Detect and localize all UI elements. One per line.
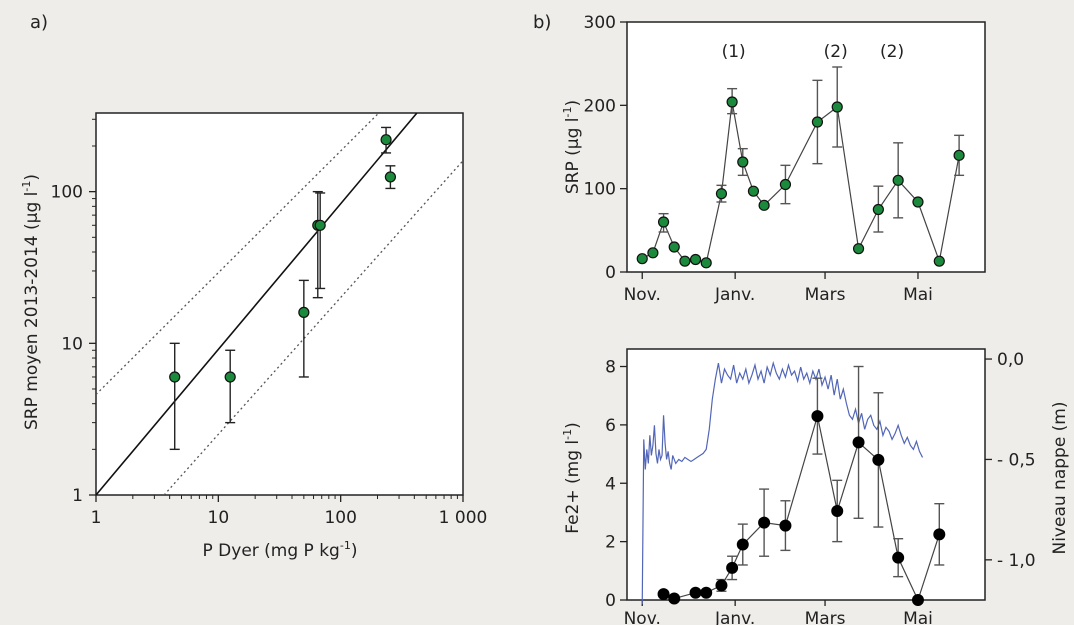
data-point <box>811 410 824 423</box>
panel-a-inner <box>96 113 463 495</box>
data-point <box>911 594 924 606</box>
data-point <box>715 188 728 200</box>
panel-b-ylabel: SRP (µg l-1) <box>561 100 583 194</box>
data-point <box>831 504 844 517</box>
x-tick-label: Nov. <box>624 285 661 305</box>
data-point <box>747 185 760 197</box>
data-point <box>892 551 905 564</box>
x-tick-label: Mars <box>805 609 846 625</box>
data-point <box>679 255 691 267</box>
data-point <box>689 253 702 266</box>
data-point <box>758 516 771 529</box>
x-tick-label: 1 000 <box>439 508 488 528</box>
y2-tick-label: - 0,5 <box>997 450 1036 470</box>
y-tick-label: 6 <box>605 416 616 436</box>
data-point <box>892 174 904 186</box>
data-point <box>852 436 865 449</box>
x-tick-label: Janv. <box>714 609 755 625</box>
data-point <box>298 306 310 318</box>
data-point <box>726 96 738 108</box>
data-point <box>314 219 326 231</box>
data-point <box>811 116 824 128</box>
data-point <box>726 561 739 574</box>
x-tick-label: 10 <box>208 508 230 528</box>
y-tick-label: 100 <box>51 183 83 203</box>
y-tick-label: 1 <box>72 486 83 506</box>
panel-a-ylabel: SRP moyen 2013-2014 (µg l-1) <box>20 174 42 430</box>
event-annotation: (2) <box>824 42 848 62</box>
data-point <box>736 538 749 551</box>
y-tick-label: 2 <box>605 533 616 553</box>
confidence-upper-line <box>96 113 380 395</box>
panel-b-frame <box>626 21 986 273</box>
y-tick-label: 4 <box>605 474 616 494</box>
x-tick-label: Mai <box>903 285 933 305</box>
data-point <box>779 519 792 532</box>
data-point <box>657 216 670 228</box>
data-point <box>647 247 659 259</box>
data-point <box>636 253 648 265</box>
x-tick-label: Nov. <box>624 609 661 625</box>
panel-c-ylabel: Fe2+ (mg l-1) <box>561 422 583 534</box>
data-point <box>657 588 670 601</box>
y-tick-label: 10 <box>61 334 83 354</box>
panel-a-xlabel: P Dyer (mg P kg-1) <box>203 539 358 561</box>
data-point <box>668 241 680 253</box>
y-tick-label: 8 <box>605 358 616 378</box>
x-tick-label: Mai <box>903 609 933 625</box>
data-point <box>689 586 702 599</box>
panel-b-srp-plot: 0 100 200 300 Nov. Janv. Mars Mai (1) (2) (2) <box>584 13 986 305</box>
panel-c-y2label: Niveau nappe (m) <box>1050 401 1070 554</box>
data-point <box>715 579 728 592</box>
data-point <box>700 586 713 599</box>
water-table-line <box>641 360 924 605</box>
data-point <box>169 371 181 383</box>
panel-a-label: a) <box>30 12 48 33</box>
panel-b-fe-plot: 0 2 4 6 8 0,0 - 0,5 - 1,0 Nov. Janv. Mars Mai <box>605 348 1036 625</box>
data-point <box>700 257 712 269</box>
panel-b-label: b) <box>533 12 551 33</box>
data-point <box>380 134 392 146</box>
y-tick-label: 100 <box>584 180 616 200</box>
y-tick-label: 0 <box>605 263 616 283</box>
x-tick-label: Mars <box>805 285 846 305</box>
y-tick-label: 0 <box>605 591 616 611</box>
y2-tick-label: - 1,0 <box>997 551 1036 571</box>
y-tick-label: 200 <box>584 96 616 116</box>
data-point <box>872 203 884 216</box>
data-point <box>953 149 965 161</box>
panel-a-frame <box>95 112 464 496</box>
panel-c-frame <box>626 348 986 601</box>
data-point <box>872 453 885 466</box>
regression-line <box>96 113 418 495</box>
x-tick-label: 1 <box>91 508 102 528</box>
data-point <box>758 199 770 211</box>
data-point <box>933 255 945 267</box>
y2-tick-label: 0,0 <box>997 350 1024 370</box>
data-point <box>831 101 843 113</box>
data-point <box>852 243 865 255</box>
data-point <box>912 196 924 208</box>
x-tick-label: Janv. <box>714 285 755 305</box>
panel-a-plot: 1 10 100 1 000 1 10 100 <box>51 112 488 528</box>
y-tick-label: 300 <box>584 13 616 33</box>
data-point <box>668 592 681 605</box>
data-point <box>737 156 749 168</box>
event-annotation: (1) <box>722 42 746 62</box>
data-point <box>384 171 397 183</box>
event-annotation: (2) <box>880 42 904 62</box>
x-tick-label: 100 <box>324 508 356 528</box>
data-point <box>224 371 236 383</box>
data-point <box>933 528 946 541</box>
data-point <box>779 178 792 191</box>
